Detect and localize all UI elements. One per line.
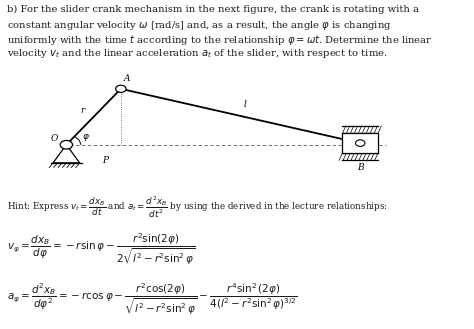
Text: r: r [81,106,85,115]
Text: O: O [50,134,58,143]
Circle shape [116,85,126,92]
Text: A: A [123,74,130,83]
Bar [342,133,378,153]
Text: Hint: Express $v_t = \dfrac{dx_B}{dt}$ and $a_t = \dfrac{d^2x_B}{dt^2}$ by using: Hint: Express $v_t = \dfrac{dx_B}{dt}$ a… [7,195,388,220]
Circle shape [356,140,365,146]
Text: B: B [357,163,364,172]
Text: $v_\varphi = \dfrac{dx_B}{d\varphi} = -r\sin\varphi - \dfrac{r^2\sin(2\varphi)}{: $v_\varphi = \dfrac{dx_B}{d\varphi} = -r… [7,232,196,267]
Text: constant angular velocity $\omega$ [rad/s] and, as a result, the angle $\varphi$: constant angular velocity $\omega$ [rad/… [7,19,392,32]
Text: l: l [244,100,247,109]
Text: uniformly with the time $t$ according to the relationship $\varphi = \omega t$. : uniformly with the time $t$ according to… [7,33,433,47]
Text: velocity $v_t$ and the linear acceleration $a_t$ of the slider, with respect to : velocity $v_t$ and the linear accelerati… [7,47,388,61]
Text: $a_\varphi = \dfrac{d^2 x_B}{d\varphi^2} = -r\cos\varphi - \dfrac{r^2\cos(2\varp: $a_\varphi = \dfrac{d^2 x_B}{d\varphi^2}… [7,281,298,316]
Text: P: P [102,156,108,165]
Circle shape [60,140,73,149]
Text: b) For the slider crank mechanism in the next figure, the crank is rotating with: b) For the slider crank mechanism in the… [7,5,419,14]
Text: $\varphi$: $\varphi$ [82,133,90,143]
